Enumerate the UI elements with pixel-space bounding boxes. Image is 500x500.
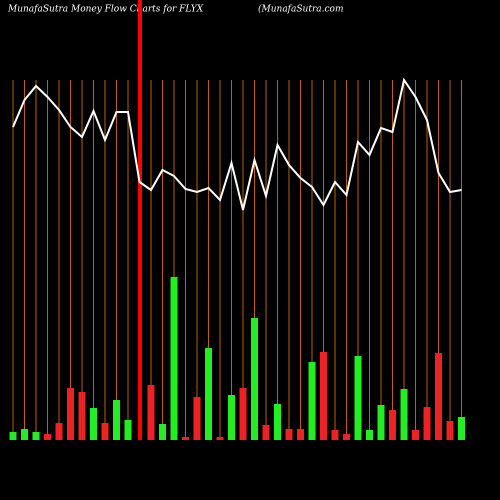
- bar: [159, 424, 166, 440]
- bar: [193, 397, 201, 440]
- bar: [412, 430, 419, 440]
- bar: [366, 430, 373, 440]
- bar: [389, 410, 396, 440]
- bar: [170, 277, 178, 440]
- bar: [21, 429, 28, 440]
- bar: [147, 385, 155, 440]
- money-flow-line: [12, 77, 462, 211]
- bar: [331, 430, 339, 440]
- bar: [297, 429, 304, 440]
- bar: [228, 395, 235, 440]
- bar: [354, 356, 362, 440]
- bar: [44, 434, 51, 440]
- bar: [308, 362, 316, 440]
- bar: [262, 425, 270, 440]
- bar: [90, 408, 97, 440]
- bar: [423, 407, 431, 440]
- bar: [377, 405, 385, 440]
- bar: [435, 353, 442, 440]
- bar: [67, 388, 74, 440]
- bar: [32, 432, 40, 440]
- bar: [343, 434, 350, 440]
- chart-subtitle: (MunafaSutra.com: [258, 4, 343, 15]
- bar: [458, 417, 465, 440]
- bar: [182, 437, 189, 440]
- bar: [285, 429, 293, 440]
- bar: [55, 423, 63, 440]
- bar: [274, 404, 281, 440]
- bar: [400, 389, 408, 440]
- bar: [251, 318, 258, 440]
- bar: [101, 423, 109, 440]
- bar: [113, 400, 120, 440]
- highlight-line: [138, 0, 142, 440]
- bar: [78, 392, 86, 440]
- chart-title: MunafaSutra Money Flow Charts for FLYX: [7, 5, 204, 15]
- bar: [320, 352, 327, 440]
- bar: [216, 437, 224, 440]
- bar: [9, 432, 17, 440]
- bar: [205, 348, 212, 440]
- bar: [124, 420, 132, 440]
- bar: [239, 388, 247, 440]
- bar: [446, 421, 454, 440]
